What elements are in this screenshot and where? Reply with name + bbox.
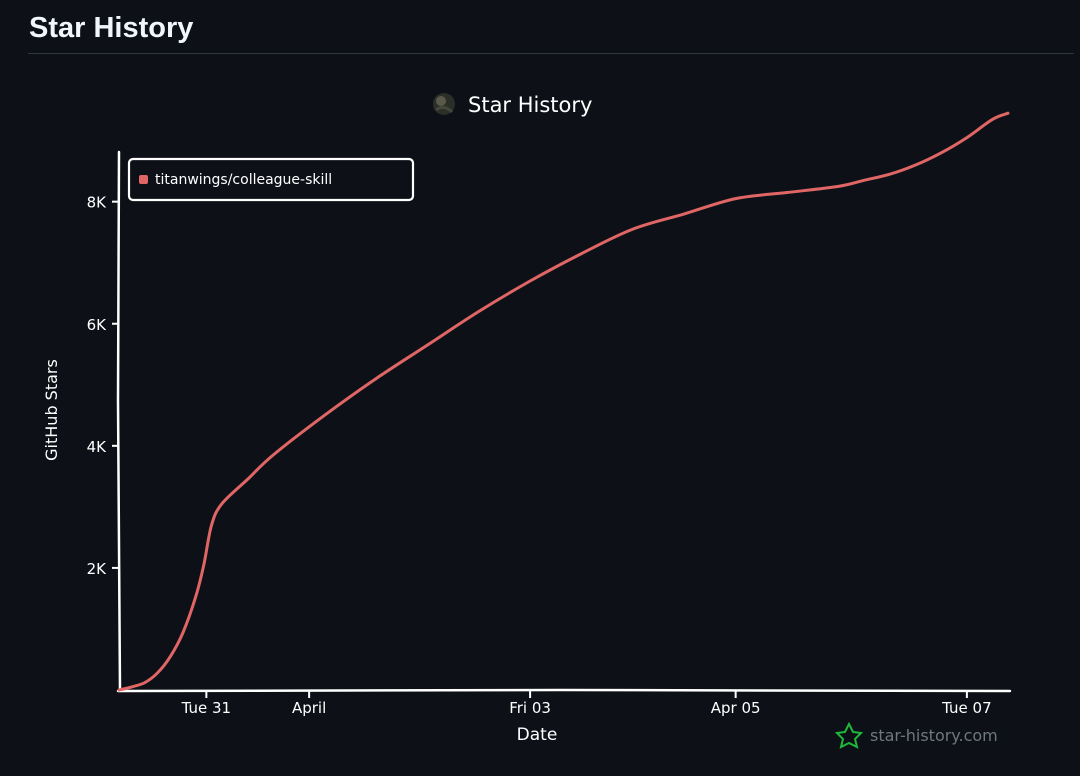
x-tick-label: Fri 03 bbox=[509, 699, 551, 717]
legend-label: titanwings/colleague-skill bbox=[155, 172, 332, 188]
x-axis-label: Date bbox=[517, 725, 558, 745]
series-group bbox=[117, 111, 1010, 692]
legend: titanwings/colleague-skill bbox=[127, 157, 415, 202]
section-title: Star History bbox=[29, 12, 194, 44]
series-line bbox=[117, 111, 1010, 692]
x-tick-label: Apr 05 bbox=[711, 699, 761, 717]
chart-title: Star History bbox=[468, 93, 592, 117]
legend-box bbox=[127, 157, 415, 202]
x-tick-label: Tue 31 bbox=[181, 699, 231, 717]
x-axis-ticks: Tue 31 April Fri 03 Apr 05 Tue 07 bbox=[181, 691, 992, 717]
x-axis-line bbox=[116, 688, 1012, 693]
y-tick-label: 2K bbox=[87, 560, 108, 578]
legend-swatch bbox=[139, 175, 148, 184]
x-tick-label: Tue 07 bbox=[941, 699, 991, 717]
watermark: star-history.com bbox=[834, 721, 998, 749]
chart-axes bbox=[116, 150, 1012, 693]
watermark-text: star-history.com bbox=[870, 726, 998, 745]
y-tick-label: 6K bbox=[87, 316, 108, 334]
y-tick-label: 8K bbox=[87, 194, 108, 212]
y-axis-ticks: 2K 4K 6K 8K bbox=[87, 194, 119, 578]
x-tick-label: April bbox=[292, 699, 326, 717]
chart-title-group: Star History bbox=[433, 93, 592, 117]
star-logo-icon bbox=[834, 721, 864, 749]
y-tick-label: 4K bbox=[87, 438, 108, 456]
y-axis-line bbox=[116, 150, 122, 693]
avatar-icon bbox=[433, 93, 455, 115]
y-axis-label: GitHub Stars bbox=[42, 359, 61, 461]
section-divider bbox=[28, 53, 1074, 54]
